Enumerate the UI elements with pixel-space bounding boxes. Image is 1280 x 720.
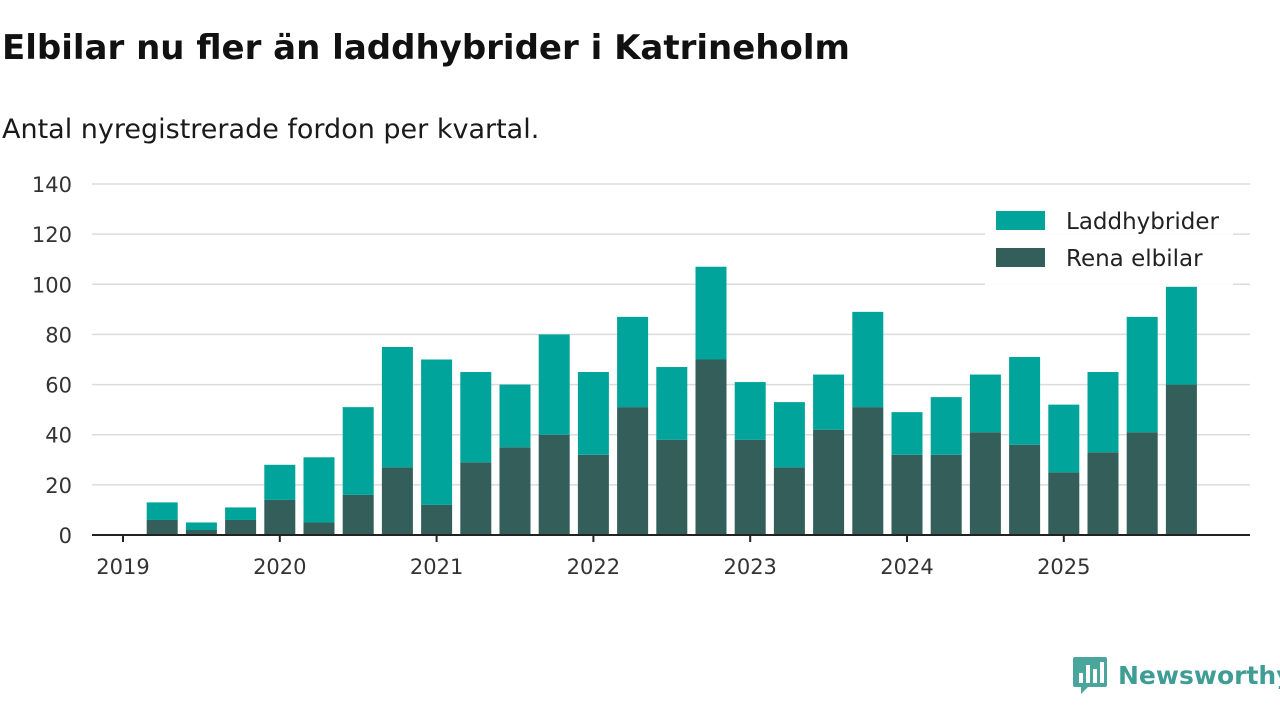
bar-rena-elbilar xyxy=(264,499,296,535)
bars xyxy=(146,266,1197,535)
bar-laddhybrider xyxy=(185,522,217,530)
bar-rena-elbilar xyxy=(1048,472,1080,535)
legend-label: Laddhybrider xyxy=(1066,209,1219,235)
bar-laddhybrider xyxy=(538,334,570,435)
legend: Laddhybrider Rena elbilar xyxy=(985,200,1233,286)
x-axis: 2019 2020 2021 2022 2023 2024 2025 xyxy=(92,534,1250,579)
bar-laddhybrider xyxy=(695,266,727,360)
bar-laddhybrider xyxy=(773,402,805,468)
bar-rena-elbilar xyxy=(617,407,649,535)
y-tick-label: 100 xyxy=(32,273,72,297)
bar-laddhybrider xyxy=(813,374,845,430)
bar-laddhybrider xyxy=(1048,404,1080,473)
bar-laddhybrider xyxy=(734,382,766,440)
bar-laddhybrider xyxy=(264,464,296,500)
bar-laddhybrider xyxy=(146,502,178,520)
bar-rena-elbilar xyxy=(185,529,217,535)
bar-laddhybrider xyxy=(891,412,923,455)
bar-laddhybrider xyxy=(577,372,609,455)
bar-rena-elbilar xyxy=(538,434,570,535)
bar-laddhybrider xyxy=(499,384,531,448)
bar-rena-elbilar xyxy=(656,439,688,535)
bar-laddhybrider xyxy=(342,407,374,495)
bar-laddhybrider xyxy=(617,316,649,408)
bar-rena-elbilar xyxy=(852,407,884,535)
bar-rena-elbilar xyxy=(421,504,453,535)
legend-label: Rena elbilar xyxy=(1066,246,1203,272)
brand-name: Newsworthy xyxy=(1118,660,1280,690)
bar-laddhybrider xyxy=(225,507,257,520)
y-tick-label: 20 xyxy=(45,474,72,498)
bar-rena-elbilar xyxy=(813,429,845,535)
y-tick-label: 140 xyxy=(32,173,72,197)
bar-laddhybrider xyxy=(460,372,492,463)
x-tick-label: 2021 xyxy=(410,555,463,579)
bar-rena-elbilar xyxy=(381,467,413,535)
bar-laddhybrider xyxy=(303,457,335,523)
bar-laddhybrider xyxy=(969,374,1001,433)
bar-rena-elbilar xyxy=(773,467,805,535)
y-tick-label: 60 xyxy=(45,374,72,398)
newsworthy-logo-icon xyxy=(1073,657,1107,694)
bar-rena-elbilar xyxy=(1087,452,1119,535)
bar-rena-elbilar xyxy=(225,519,257,535)
y-tick-label: 0 xyxy=(59,524,72,548)
y-tick-label: 40 xyxy=(45,424,72,448)
bar-laddhybrider xyxy=(1087,372,1119,453)
legend-swatch xyxy=(996,211,1045,230)
bar-rena-elbilar xyxy=(969,432,1001,535)
bar-rena-elbilar xyxy=(460,462,492,535)
bar-laddhybrider xyxy=(381,346,413,468)
y-axis: 0 20 40 60 80 100 120 140 xyxy=(32,173,72,548)
bar-rena-elbilar xyxy=(577,454,609,535)
x-tick-label: 2025 xyxy=(1037,555,1090,579)
bar-laddhybrider xyxy=(1126,316,1158,433)
bar-rena-elbilar xyxy=(734,439,766,535)
legend-swatch xyxy=(996,248,1045,267)
bar-laddhybrider xyxy=(656,367,688,440)
chart-title: Elbilar nu fler än laddhybrider i Katrin… xyxy=(2,28,850,68)
bar-rena-elbilar xyxy=(1165,384,1197,535)
bar-rena-elbilar xyxy=(891,454,923,535)
chart-subtitle: Antal nyregistrerade fordon per kvartal. xyxy=(2,114,540,145)
bar-laddhybrider xyxy=(421,359,453,505)
bar-rena-elbilar xyxy=(303,522,335,535)
bar-rena-elbilar xyxy=(930,454,962,535)
x-tick-label: 2022 xyxy=(567,555,620,579)
bar-rena-elbilar xyxy=(695,359,727,535)
bar-laddhybrider xyxy=(1165,286,1197,385)
y-tick-label: 80 xyxy=(45,323,72,347)
bar-rena-elbilar xyxy=(1126,432,1158,535)
bar-rena-elbilar xyxy=(146,519,178,535)
bar-rena-elbilar xyxy=(1009,444,1041,535)
bar-laddhybrider xyxy=(930,397,962,455)
x-tick-label: 2023 xyxy=(723,555,776,579)
bar-rena-elbilar xyxy=(499,447,531,535)
x-tick-label: 2019 xyxy=(96,555,149,579)
x-tick-label: 2020 xyxy=(253,555,306,579)
x-tick-label: 2024 xyxy=(880,555,933,579)
bar-laddhybrider xyxy=(1009,356,1041,445)
brand: Newsworthy xyxy=(1072,655,1280,695)
bar-rena-elbilar xyxy=(342,494,374,535)
bar-laddhybrider xyxy=(852,311,884,408)
y-tick-label: 120 xyxy=(32,223,72,247)
